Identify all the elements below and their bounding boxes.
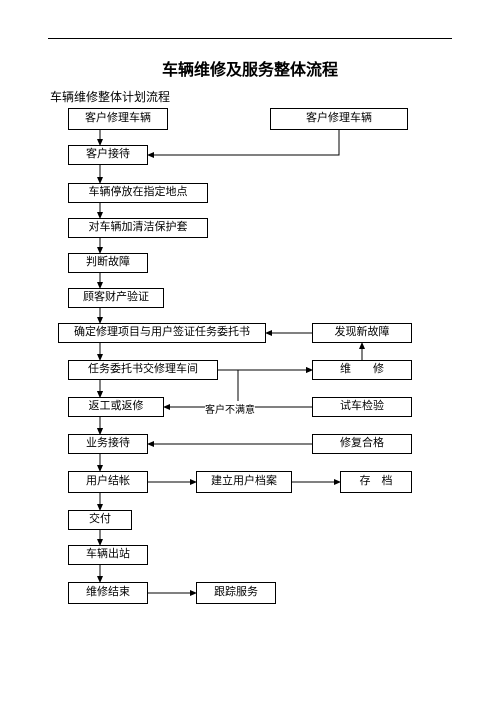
flow-node-n7b: 发现新故障 (312, 323, 412, 343)
flow-node-n6: 顾客财产验证 (68, 288, 164, 308)
flow-node-n9b: 试车检验 (312, 397, 412, 417)
page-subtitle: 车辆维修整体计划流程 (50, 88, 170, 105)
flow-node-n8b: 维 修 (312, 360, 412, 380)
flow-node-n14b: 跟踪服务 (196, 582, 276, 604)
flow-node-n11: 用户结帐 (68, 471, 148, 493)
flow-node-n7: 确定修理项目与用户签证任务委托书 (58, 323, 266, 343)
edge-label-unsatisfied: 客户不满意 (205, 401, 255, 416)
flow-node-n11a: 建立用户档案 (196, 471, 292, 493)
flow-node-n8: 任务委托书交修理车间 (68, 360, 218, 380)
flow-node-n4: 对车辆加清洁保护套 (68, 218, 208, 238)
flow-node-n2: 客户接待 (68, 145, 148, 165)
flow-node-n13: 车辆出站 (68, 545, 148, 565)
page: 车辆维修及服务整体流程 车辆维修整体计划流程 客户修理车辆客户修理车辆客户接待车… (0, 0, 500, 707)
flow-node-n10: 业务接待 (68, 434, 148, 454)
flow-node-n10b: 修复合格 (312, 434, 412, 454)
flow-node-n11b: 存 档 (340, 471, 412, 493)
flow-node-n1: 客户修理车辆 (68, 108, 168, 130)
page-title: 车辆维修及服务整体流程 (0, 56, 500, 80)
flow-node-n12: 交付 (68, 510, 132, 530)
flow-node-n14: 维修结束 (68, 582, 148, 604)
flow-node-n5: 判断故障 (68, 253, 148, 273)
flow-node-n3: 车辆停放在指定地点 (68, 183, 208, 203)
rule-top (48, 38, 452, 39)
flow-node-n1b: 客户修理车辆 (270, 108, 408, 130)
flow-node-n9: 返工或返修 (68, 397, 164, 417)
